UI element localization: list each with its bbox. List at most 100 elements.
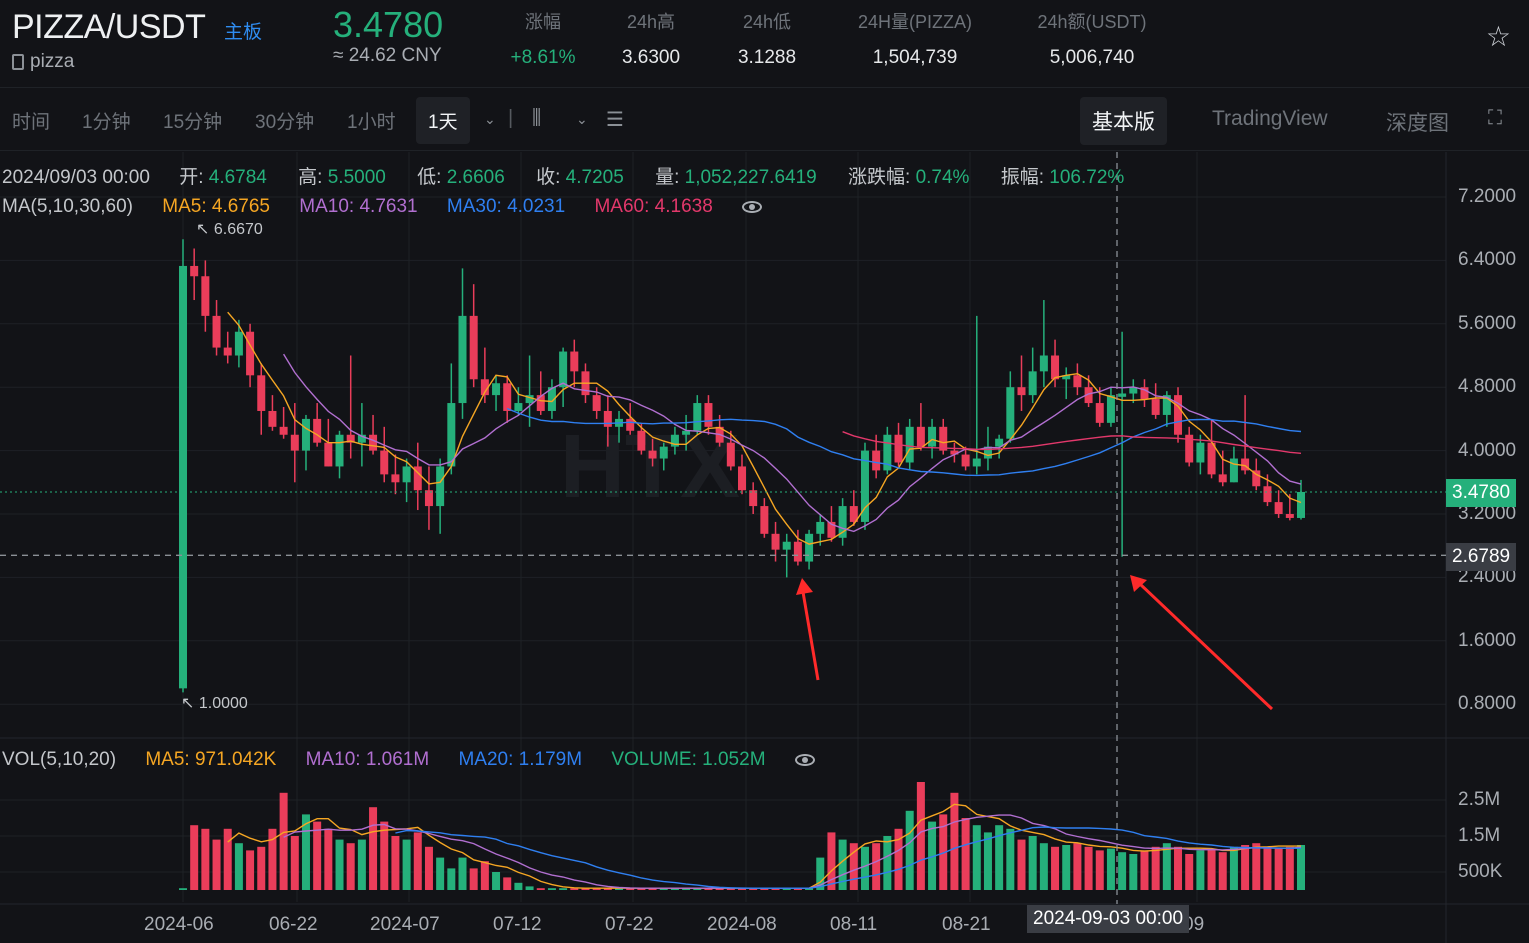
candle-body bbox=[257, 375, 266, 411]
pair-title[interactable]: PIZZA/USDT bbox=[12, 8, 206, 46]
volume-bar bbox=[1073, 843, 1082, 890]
volume-bar bbox=[1095, 850, 1104, 890]
candle-body bbox=[246, 331, 255, 376]
interval-1min[interactable]: 1分钟 bbox=[82, 112, 131, 133]
token-info-icon bbox=[12, 54, 24, 70]
time-tick-label: 07-12 bbox=[493, 914, 542, 935]
candle-body bbox=[838, 506, 847, 538]
volume-tick-label: 1.5M bbox=[1458, 825, 1501, 846]
volume-bar bbox=[849, 843, 858, 890]
candle-body bbox=[1151, 399, 1160, 415]
interval-1h[interactable]: 1小时 bbox=[347, 112, 396, 133]
volume-bar bbox=[246, 850, 255, 890]
candle-body bbox=[726, 442, 735, 467]
volume-bar bbox=[1039, 843, 1048, 890]
fullscreen-icon[interactable]: ⛶ bbox=[1488, 107, 1502, 129]
star-icon[interactable]: ☆ bbox=[1485, 21, 1511, 52]
candle-body bbox=[201, 276, 210, 316]
candle-type-icon[interactable]: ⫼ bbox=[532, 107, 542, 129]
volume-bar bbox=[972, 825, 981, 890]
view-basic[interactable]: 基本版 bbox=[1080, 97, 1167, 145]
chevron-down-icon[interactable]: ⌄ bbox=[576, 111, 588, 127]
volume-bar bbox=[570, 888, 579, 890]
volume-bar bbox=[279, 792, 288, 890]
candle-body bbox=[1084, 387, 1093, 404]
last-price: 3.4780 bbox=[333, 4, 444, 45]
candle-body bbox=[212, 315, 221, 348]
candle-body bbox=[413, 466, 422, 491]
interval-15min[interactable]: 15分钟 bbox=[163, 112, 223, 133]
volume-bar bbox=[380, 821, 389, 890]
candle-body bbox=[1185, 434, 1194, 463]
kline-chart[interactable]: HTX 2024/09/03 00:00 开: 4.6784 高: 5.5000… bbox=[0, 152, 1529, 943]
candle-body bbox=[279, 426, 288, 435]
volume-bar bbox=[1218, 852, 1227, 890]
interval-30min[interactable]: 30分钟 bbox=[255, 112, 315, 133]
candle-body bbox=[1006, 387, 1015, 439]
volume-bar bbox=[503, 877, 512, 890]
candle-body bbox=[749, 490, 758, 507]
volume-bar bbox=[424, 846, 433, 890]
volume-bar bbox=[402, 839, 411, 890]
candle-body bbox=[380, 450, 389, 475]
candle-body bbox=[1118, 393, 1127, 397]
candle-body bbox=[760, 506, 769, 534]
ma5-line bbox=[227, 311, 1302, 545]
candle-body bbox=[805, 533, 814, 562]
amplitude-value: 106.72% bbox=[1049, 167, 1125, 188]
volume-bar bbox=[1151, 846, 1160, 890]
volume-bar bbox=[1263, 846, 1272, 890]
candle-body bbox=[682, 430, 691, 435]
high-value: 5.5000 bbox=[327, 167, 386, 188]
chevron-down-icon[interactable]: ⌄ bbox=[484, 111, 496, 127]
volume-bar bbox=[514, 882, 523, 890]
candle-body bbox=[447, 403, 456, 467]
stat-value: 1,504,739 bbox=[872, 47, 958, 68]
volume-bar bbox=[1140, 850, 1149, 890]
candle-body bbox=[547, 387, 556, 411]
indicator-list-icon[interactable]: ☰ bbox=[606, 109, 624, 131]
open-value: 4.6784 bbox=[208, 167, 267, 188]
volume-bar bbox=[324, 828, 333, 890]
stat-value: 3.1288 bbox=[737, 47, 797, 68]
eye-icon[interactable] bbox=[742, 200, 763, 213]
eye-icon[interactable] bbox=[794, 753, 815, 766]
interval-1d[interactable]: 1天 bbox=[416, 97, 470, 144]
price-tick-label: 3.2000 bbox=[1458, 503, 1517, 524]
view-depth[interactable]: 深度图 bbox=[1386, 112, 1449, 135]
interval-time[interactable]: 时间 bbox=[12, 112, 51, 133]
volume-bar bbox=[916, 782, 925, 890]
volume-bar bbox=[961, 818, 970, 890]
candle-body bbox=[995, 438, 1004, 447]
volume-bar bbox=[592, 888, 601, 890]
ohlc-date: 2024/09/03 00:00 bbox=[2, 167, 150, 188]
separator-icon: | bbox=[508, 107, 514, 129]
volume-bar bbox=[469, 868, 478, 890]
candle-body bbox=[234, 331, 243, 356]
candle-body bbox=[1140, 387, 1149, 400]
candle-body bbox=[849, 506, 858, 522]
volume-bar bbox=[894, 828, 903, 890]
candle-body bbox=[223, 347, 232, 356]
ma60-value: MA60: 4.1638 bbox=[594, 196, 713, 217]
volume-bar bbox=[1241, 845, 1250, 890]
volume-bar bbox=[1106, 848, 1115, 890]
volume-label: 量: bbox=[655, 167, 680, 188]
candle-body bbox=[950, 450, 959, 455]
token-name-label: pizza bbox=[30, 51, 75, 72]
volume-bar bbox=[458, 857, 467, 890]
candle-body bbox=[771, 533, 780, 550]
candle-body bbox=[860, 450, 869, 522]
time-tick-label: 08-21 bbox=[942, 914, 991, 935]
ma-legend: MA(5,10,30,60) MA5: 4.6765 MA10: 4.7631 … bbox=[2, 196, 763, 218]
view-tradingview[interactable]: TradingView bbox=[1212, 107, 1328, 130]
volume-bar bbox=[1129, 854, 1138, 890]
candle-body bbox=[916, 426, 925, 447]
volume-bar bbox=[1084, 846, 1093, 890]
volume-bar bbox=[547, 888, 556, 890]
chart-canvas[interactable]: HTX bbox=[0, 152, 1529, 943]
volume-bar bbox=[1229, 846, 1238, 890]
candle-body bbox=[335, 434, 344, 467]
candle-body bbox=[704, 403, 713, 427]
candle-body bbox=[503, 383, 512, 411]
